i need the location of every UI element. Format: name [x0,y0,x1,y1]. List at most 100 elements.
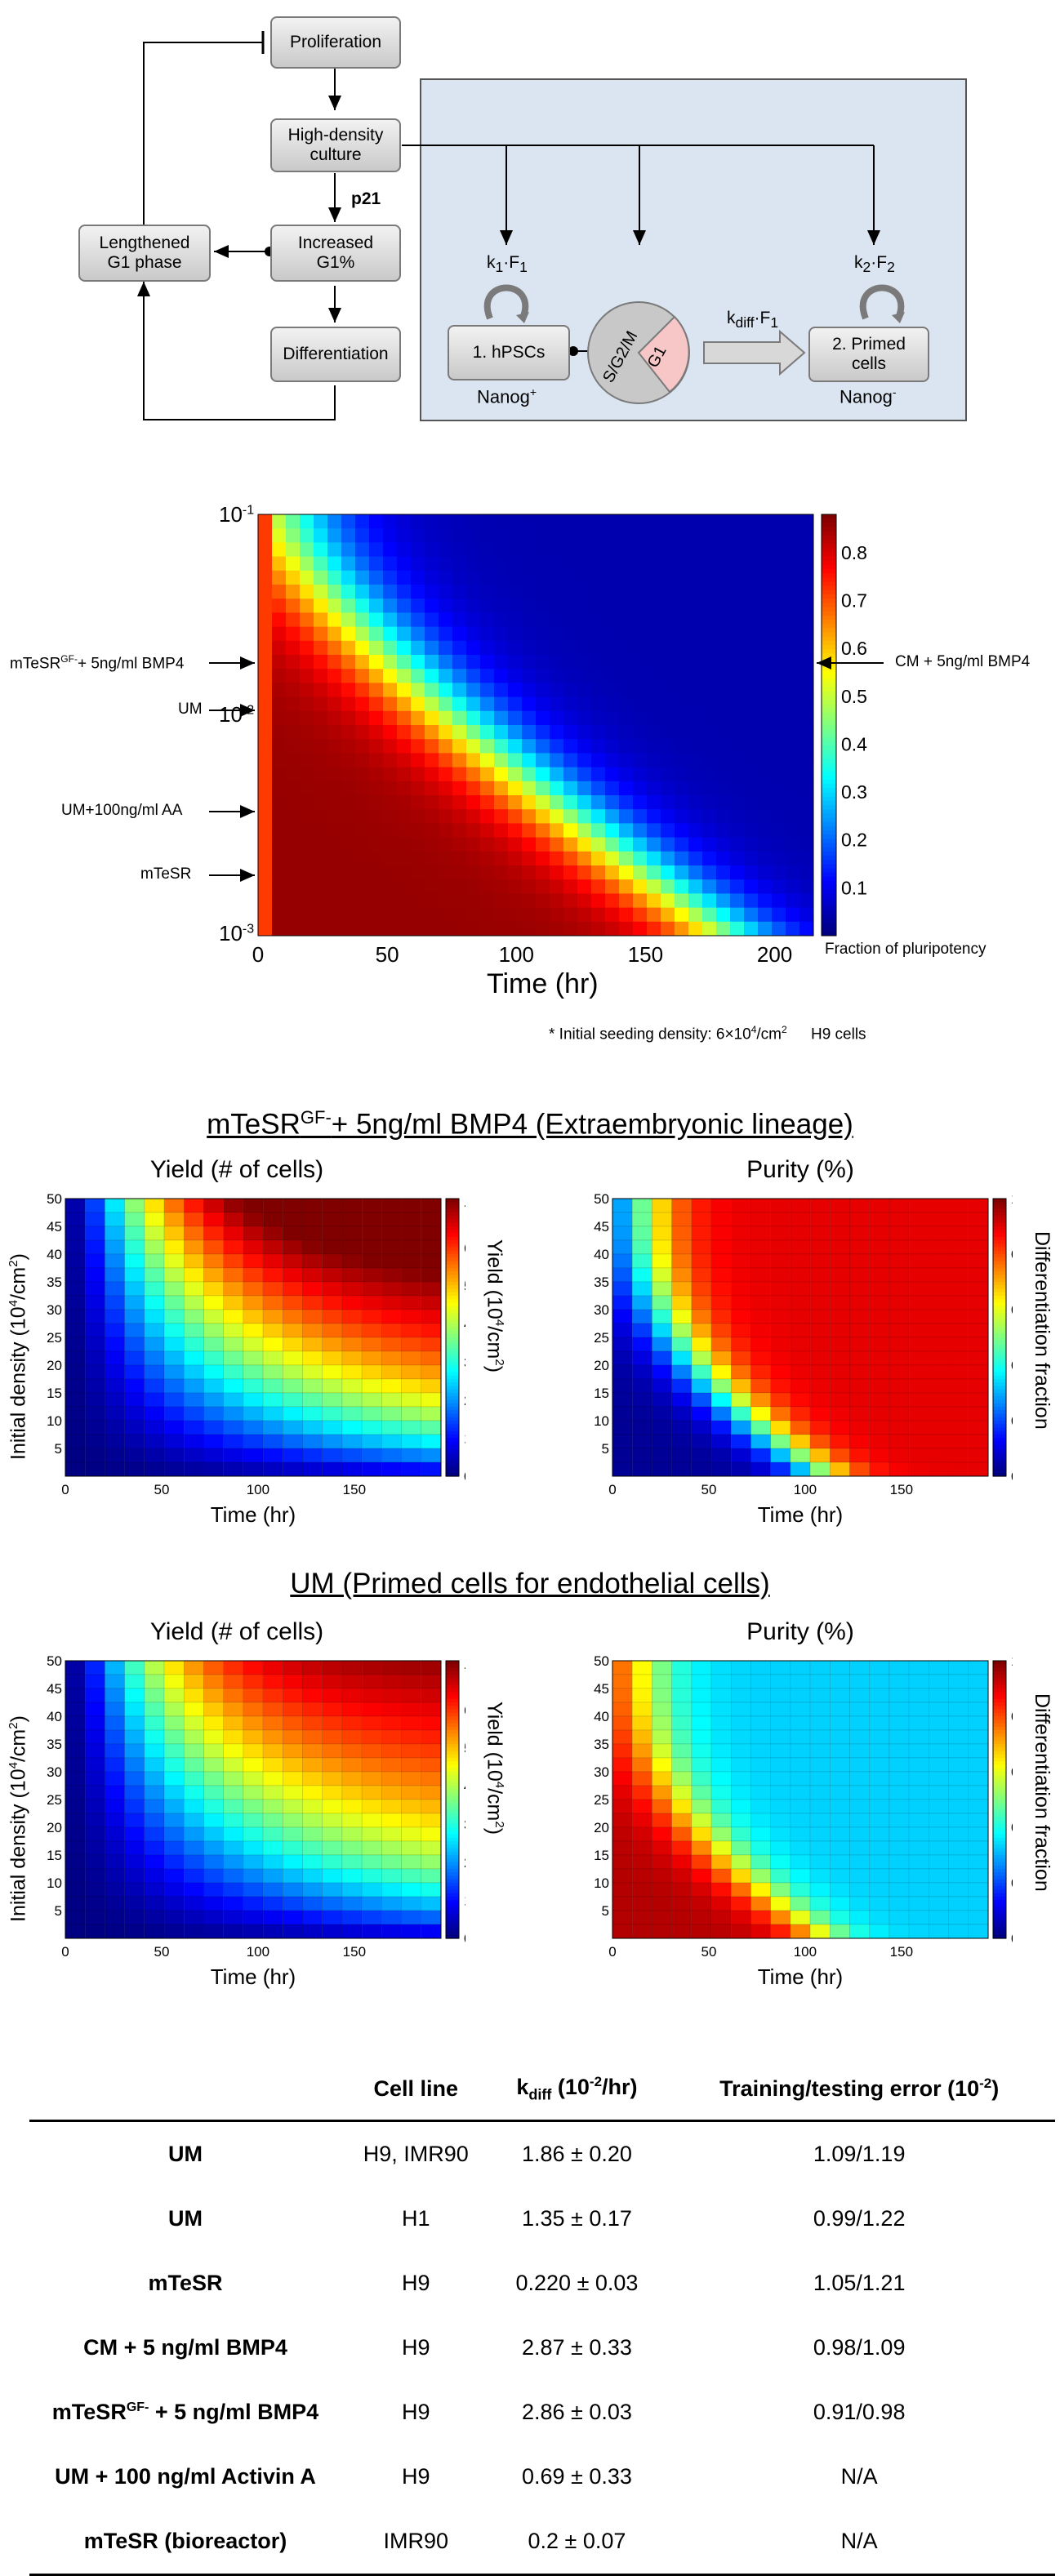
colorbar-tick: 0.8 [1011,1709,1013,1724]
label-cm-bmp4: CM + 5ng/ml BMP4 [895,653,1031,670]
ytick: 10 [47,1413,62,1429]
rate-kdiff: kdiff·F1 [727,309,779,331]
main-xtick: 0 [252,942,264,967]
ytick: 15 [47,1386,62,1401]
xtick: 100 [794,1944,817,1960]
ytick: 45 [47,1681,62,1697]
colorbar-tick: 0.5 [841,686,867,707]
purity-title: Purity (%) [746,1618,854,1645]
table-row: UM H1 1.35 ± 0.17 0.99/1.22 [168,2206,906,2231]
p21-label: p21 [351,189,381,208]
xtick: 0 [608,1944,616,1960]
colorbar-tick: 30 [464,1817,465,1832]
ytick: 5 [55,1441,62,1457]
ytick: 25 [47,1792,62,1808]
node-increased-g1: Increased G1% [270,225,401,282]
kdiff-table: Cell line kdiff (10-2/hr) Training/testi… [29,2058,1055,2576]
colorbar-tick: 10 [464,1893,465,1908]
ytick: 45 [594,1219,609,1235]
ytick: 50 [47,1653,62,1669]
main-ytick-3: 10-3 [219,921,255,945]
xtick: 150 [343,1944,366,1960]
table-header-kdiff: kdiff (10-2/hr) [516,2073,638,2103]
node-hpscs: 1. hPSCs [448,325,570,380]
ytick: 40 [47,1709,62,1724]
table-row: UM + 100 ng/ml Activin A H9 0.69 ± 0.33 N/A [55,2464,878,2489]
main-xtick: 200 [757,942,792,967]
xtick: 150 [890,1944,913,1960]
node-differentiation: Differentiation [270,327,401,382]
xtick: 100 [794,1482,817,1497]
colorbar-tick: 20 [464,1393,465,1408]
xtick: 100 [247,1482,269,1497]
xtick: 0 [61,1944,69,1960]
colorbar-tick: 60 [464,1703,465,1719]
colorbar-tick: 10 [464,1430,465,1446]
colorbar-tick: 70 [464,1203,465,1218]
xtick: 150 [890,1482,913,1497]
yield-title: Yield (# of cells) [150,1156,323,1183]
ytick: 35 [594,1275,609,1290]
xtick: 100 [247,1944,269,1960]
colorbar-tick: 0.4 [841,733,867,754]
xtick: 50 [154,1944,169,1960]
label-mtesr: mTeSR [140,865,192,883]
main-xtick: 100 [499,942,534,967]
yield-colorbar-label: Yield (104/cm2) [483,1702,506,1835]
differentiation-colorbar-label: Differentiation fraction [1031,1693,1053,1892]
colorbar-tick: 0 [464,1931,465,1946]
ytick: 25 [47,1330,62,1346]
ytick: 10 [594,1413,609,1429]
ytick: 50 [47,1191,62,1207]
rate-k2: k2·F2 [854,253,895,276]
ytick: 15 [47,1848,62,1863]
colorbar-tick: 0.6 [1011,1764,1013,1780]
colorbar-tick: 50 [464,1279,465,1294]
xlabel: Time (hr) [758,1502,843,1527]
colorbar-tick: 40 [464,1779,465,1795]
rate-k1: k1·F1 [487,253,528,276]
ytick: 20 [47,1358,62,1373]
colorbar-tick: 20 [464,1855,465,1871]
colorbar-tick: 0.4 [1011,1820,1013,1835]
main-xtick: 150 [628,942,663,967]
xtick: 50 [154,1482,169,1497]
node-high-density-culture: High-density culture [270,118,401,172]
ytick: 20 [594,1820,609,1835]
ytick: 45 [594,1681,609,1697]
ytick: 30 [47,1302,62,1318]
yield-colorbar-label: Yield (104/cm2) [483,1239,506,1373]
table-header-cell-line: Cell line [373,2075,459,2101]
colorbar-tick: 1 [1011,1653,1013,1669]
seeding-footnote: * Initial seeding density: 6×104/cm2 H9 … [549,1024,866,1043]
ytick: 35 [47,1737,62,1752]
table-row: CM + 5 ng/ml BMP4 H9 2.87 ± 0.33 0.98/1.09 [83,2335,906,2360]
main-xtick: 50 [376,942,399,967]
ytick: 45 [47,1219,62,1235]
purity-title: Purity (%) [746,1156,854,1183]
node-primed-cells: 2. Primed cells [808,327,929,382]
ytick: 25 [594,1792,609,1808]
label-mtesr-gf-bmp4: mTeSRGF-+ 5ng/ml BMP4 [10,653,185,673]
ytick: 30 [47,1764,62,1780]
section2-title: UM (Primed cells for endothelial cells) [290,1568,770,1599]
colorbar-tick: 0 [1011,1931,1013,1946]
colorbar-tick: 0 [464,1469,465,1484]
section1-title: mTeSRGF-+ 5ng/ml BMP4 (Extraembryonic li… [207,1107,853,1141]
ytick: 35 [594,1737,609,1752]
nanog-negative-label: Nanog- [840,385,897,407]
differentiation-colorbar-label: Differentiation fraction [1031,1231,1053,1430]
colorbar-tick: 0.2 [1011,1413,1013,1429]
ytick: 35 [47,1275,62,1290]
yield-title: Yield (# of cells) [150,1618,323,1645]
ytick: 10 [594,1875,609,1891]
colorbar-tick: 0.6 [1011,1302,1013,1318]
ytick: 5 [602,1903,609,1919]
node-proliferation: Proliferation [270,16,401,69]
xtick: 50 [701,1482,716,1497]
ytick: 30 [594,1764,609,1780]
